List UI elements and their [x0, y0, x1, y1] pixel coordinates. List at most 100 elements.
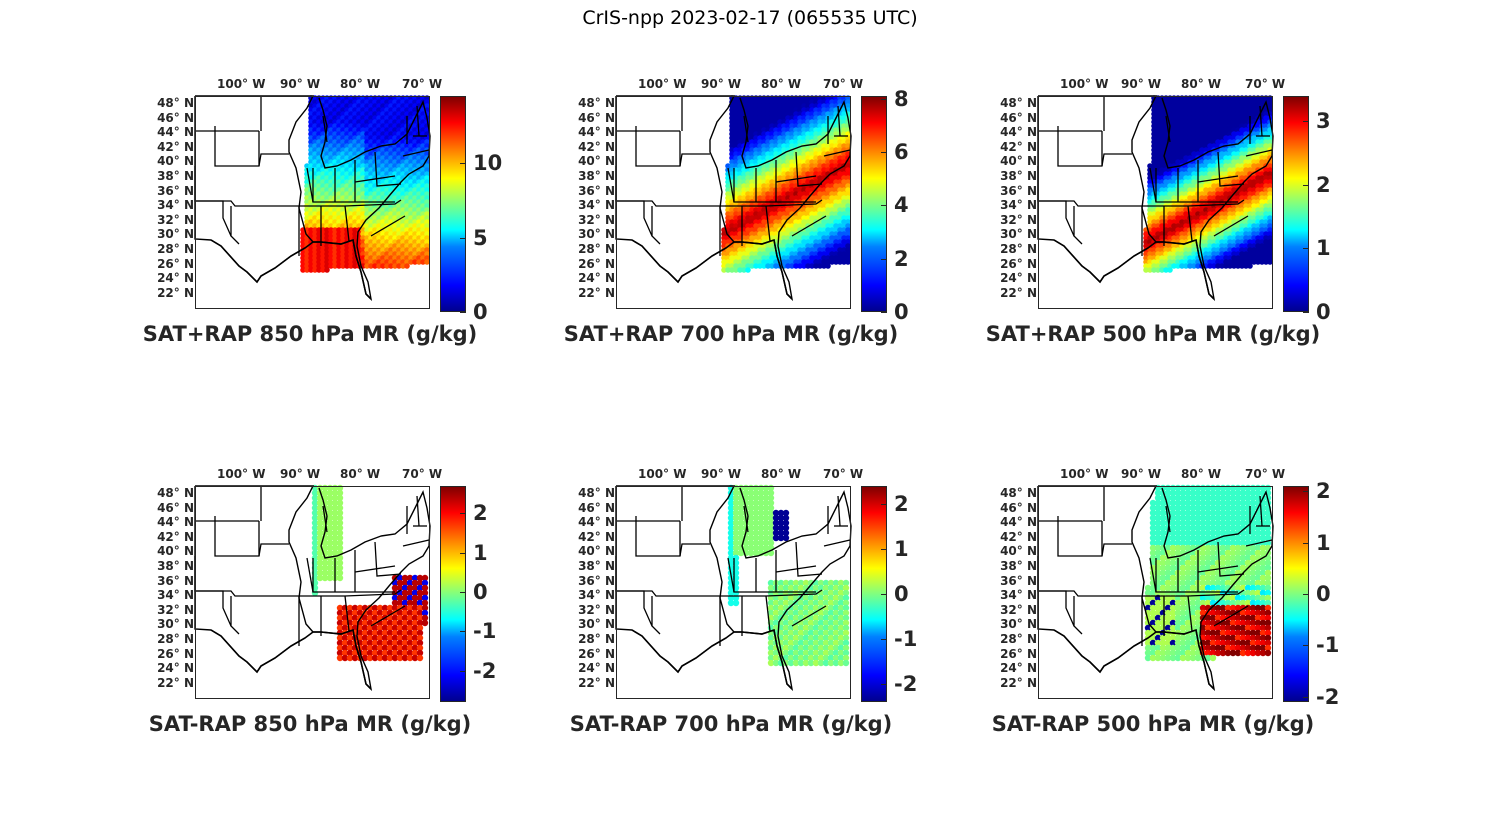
swath-point — [396, 255, 402, 261]
swath-point — [817, 639, 825, 647]
swath-point — [1159, 255, 1165, 261]
swath-point — [411, 654, 419, 662]
swath-point — [729, 119, 735, 125]
swath-point — [1187, 143, 1193, 149]
swath-point — [737, 504, 745, 512]
swath-point — [411, 629, 419, 637]
swath-point — [833, 203, 839, 209]
swath-point — [1199, 143, 1205, 149]
swath-point — [1223, 243, 1229, 249]
swath-point — [813, 111, 819, 117]
swath-point — [392, 227, 398, 233]
swath-point — [781, 239, 787, 245]
swath-point — [822, 594, 830, 602]
swath-point — [396, 195, 402, 201]
map-plot — [1037, 95, 1274, 309]
swath-point — [332, 135, 338, 141]
swath-point — [845, 175, 851, 181]
swath-point — [829, 143, 835, 149]
state-boundary — [214, 126, 289, 167]
swath-point — [1207, 231, 1213, 237]
swath-point — [396, 171, 402, 177]
swath-point — [400, 159, 406, 165]
swath-point — [1155, 159, 1161, 165]
swath-point — [1247, 247, 1253, 253]
swath-point — [360, 231, 366, 237]
swath-point — [1235, 211, 1241, 217]
swath-point — [372, 131, 378, 137]
swath-point — [380, 119, 386, 125]
swath-point — [304, 223, 310, 229]
map-plot — [615, 484, 852, 699]
swath-point — [340, 195, 346, 201]
swath-point — [832, 589, 840, 597]
swath-point — [729, 263, 735, 269]
swath-point — [364, 263, 370, 269]
swath-point — [400, 251, 406, 257]
swath-point — [366, 639, 374, 647]
swath-point — [408, 99, 414, 105]
swath-point — [412, 147, 418, 153]
swath-point — [1151, 143, 1157, 149]
swath-point — [812, 594, 820, 602]
swath-point — [1199, 107, 1205, 113]
swath-point — [336, 247, 342, 253]
swath-point — [331, 534, 339, 542]
swath-point — [1251, 259, 1257, 265]
coastline — [631, 238, 793, 300]
swath-point — [757, 195, 763, 201]
swath-point — [1239, 107, 1245, 113]
swath-point — [729, 215, 735, 221]
swath-point — [1263, 191, 1269, 197]
swath-point — [837, 159, 843, 165]
swath-point — [761, 119, 767, 125]
swath-point — [340, 251, 346, 257]
swath-point — [789, 103, 795, 109]
swath-point — [346, 639, 354, 647]
swath-point — [368, 191, 374, 197]
swath-point — [328, 195, 334, 201]
swath-point — [1263, 183, 1269, 189]
swath-point — [1267, 207, 1273, 213]
swath-point — [752, 529, 760, 537]
swath-point — [364, 215, 370, 221]
swath-point — [391, 649, 399, 657]
swath-point — [1223, 135, 1229, 141]
swath-point — [781, 187, 787, 193]
swath-point — [344, 103, 350, 109]
swath-point — [1227, 191, 1233, 197]
swath-point — [792, 644, 800, 652]
swath-point — [328, 151, 334, 157]
swath-point — [411, 589, 419, 597]
swath-point — [312, 159, 318, 165]
swath-point — [332, 139, 338, 145]
swath-point — [1163, 179, 1169, 185]
swath-point — [1175, 159, 1181, 165]
swath-point — [1267, 211, 1273, 217]
lat-tick-label: 24° N — [578, 661, 615, 676]
swath-point — [356, 167, 362, 173]
swath-point — [412, 215, 418, 221]
swath-point — [400, 243, 406, 249]
swath-point — [1207, 187, 1213, 193]
swath-point — [340, 111, 346, 117]
swath-point — [741, 255, 747, 261]
swath-point — [817, 614, 825, 622]
swath-point — [833, 183, 839, 189]
swath-point — [829, 215, 835, 221]
swath-point — [1223, 119, 1229, 125]
swath-point — [1191, 119, 1197, 125]
swath-point — [1251, 115, 1257, 121]
swath-point — [312, 123, 318, 129]
swath-point — [801, 111, 807, 117]
swath-point — [805, 207, 811, 213]
swath-point — [797, 654, 805, 662]
swath-point — [1251, 99, 1257, 105]
swath-point — [1207, 239, 1213, 245]
state-boundary — [615, 166, 720, 207]
swath-point — [797, 644, 805, 652]
swath-point — [1259, 211, 1265, 217]
swath-point — [1203, 143, 1209, 149]
swath-point — [817, 584, 825, 592]
swath-point — [316, 559, 324, 567]
